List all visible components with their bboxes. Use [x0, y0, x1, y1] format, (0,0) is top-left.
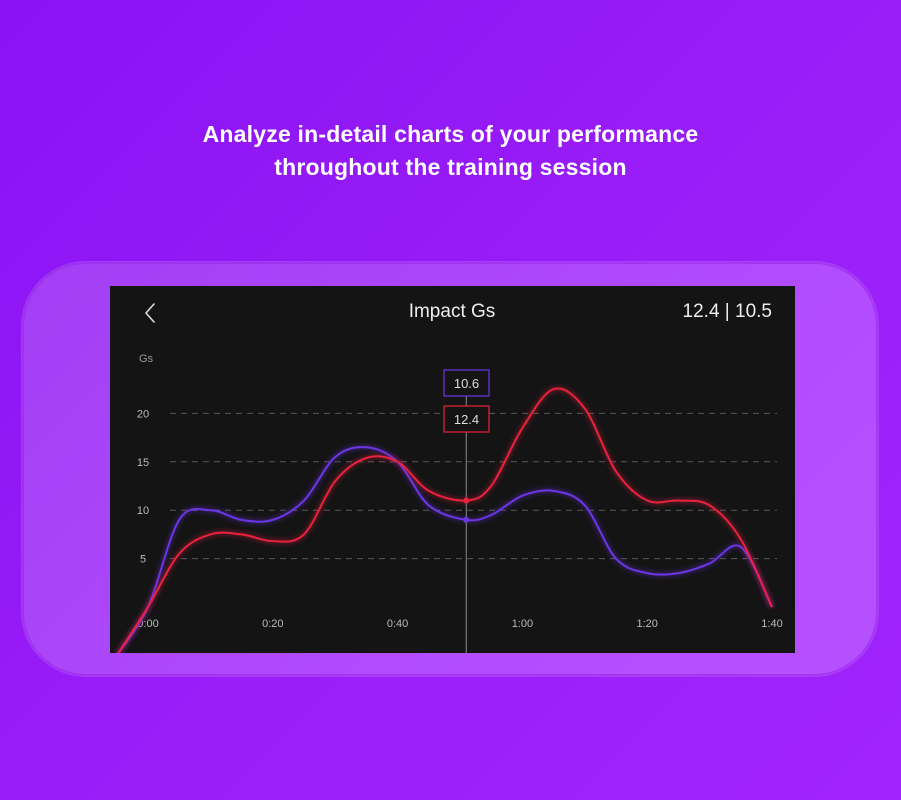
y-tick-label: 20	[137, 408, 149, 420]
x-tick-label: 0:40	[387, 618, 408, 630]
y-tick-label: 10	[137, 505, 149, 517]
headline-line-1: Analyze in-detail charts of your perform…	[202, 121, 699, 147]
app-screen	[110, 286, 795, 653]
chart-series	[115, 386, 775, 653]
back-button[interactable]	[140, 300, 162, 326]
y-tick-label: 15	[137, 457, 149, 469]
cursor-dot-0	[463, 497, 470, 504]
headline-line-2: throughout the training session	[274, 154, 627, 180]
y-tick-label: 5	[140, 554, 146, 566]
cursor-value-label: 12.4	[454, 412, 479, 427]
chart-grid	[170, 412, 777, 560]
cursor-value-label: 10.6	[454, 376, 479, 391]
x-tick-label: 1:00	[512, 618, 533, 630]
x-tick-label: 1:40	[761, 618, 782, 630]
chevron-left-icon	[145, 303, 155, 323]
cursor-box	[443, 369, 490, 397]
impact-values-readout: 12.4 | 10.5	[682, 301, 772, 322]
x-tick-label: 1:20	[636, 618, 657, 630]
headline: Analyze in-detail charts of your perform…	[0, 118, 901, 184]
series-line-1	[117, 446, 773, 653]
x-tick-label: 0:20	[262, 618, 283, 630]
cursor-dot-1	[463, 516, 470, 523]
screen-title: Impact Gs	[408, 301, 496, 322]
series-line-0	[117, 387, 773, 653]
series-glow-1	[115, 444, 775, 653]
cursor-box	[443, 405, 490, 433]
y-axis-label: Gs	[139, 353, 154, 365]
chart-cursor: 10.6 12.4	[443, 369, 490, 653]
